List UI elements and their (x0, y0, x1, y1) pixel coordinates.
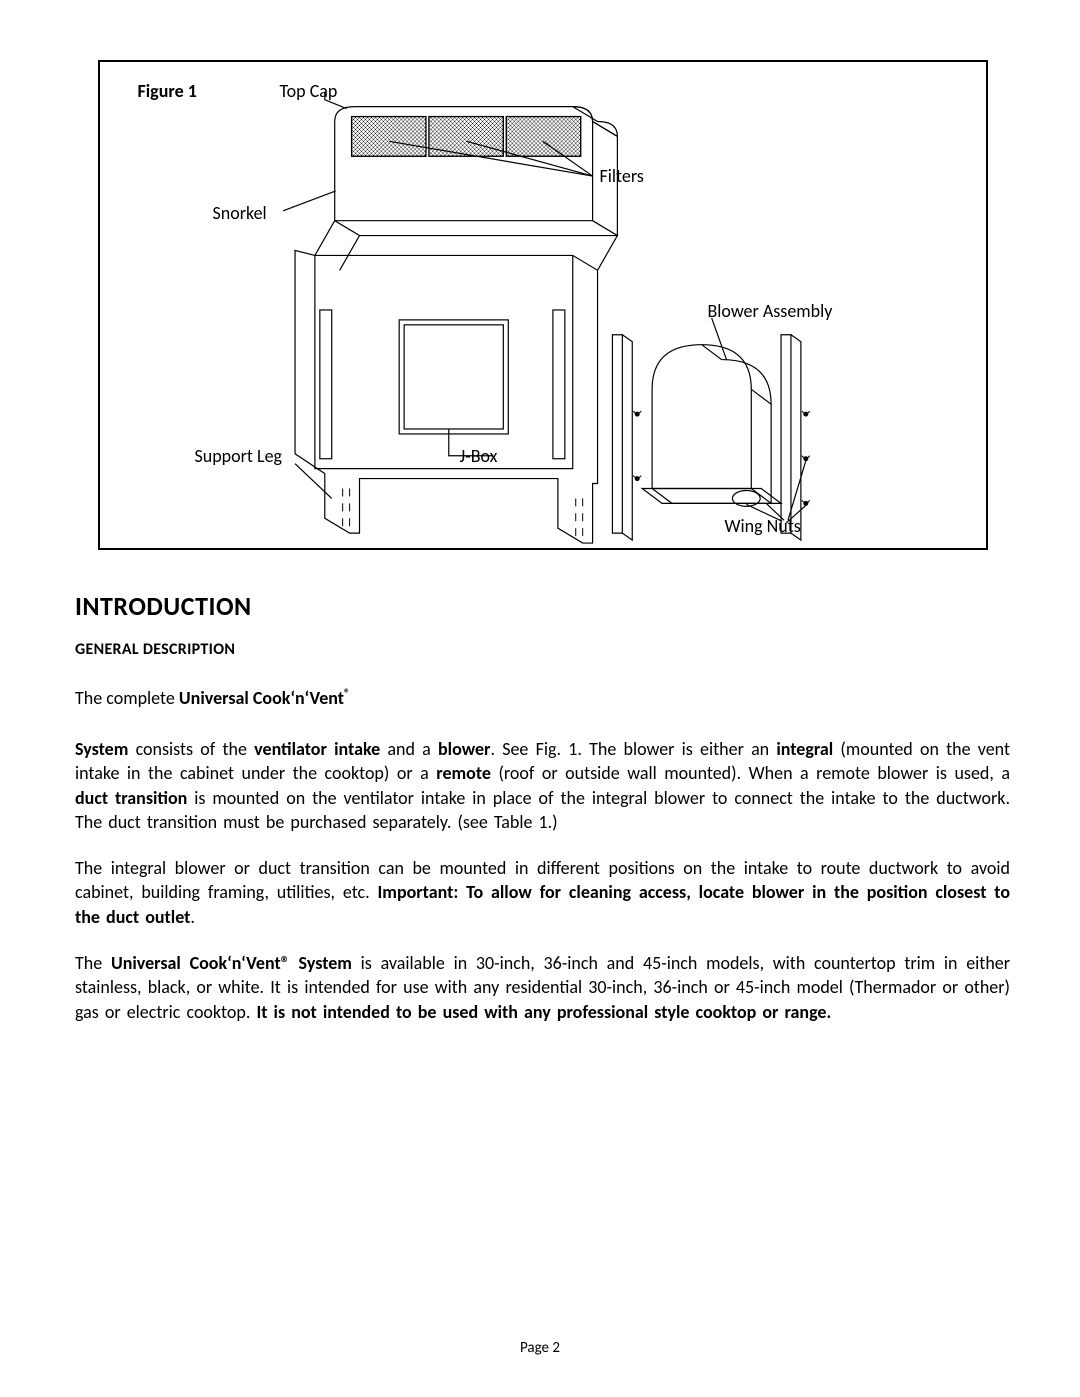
p1-t2: consists of the (128, 738, 254, 760)
p1-t7: integral (776, 738, 833, 760)
p3-t2: Universal Cook‘n‘Vent® System (111, 952, 352, 974)
p1-t10: (roof or outside wall mounted). When a r… (491, 762, 1010, 784)
label-support-leg: Support Leg (195, 445, 283, 467)
page-footer: Page 2 (0, 1339, 1080, 1357)
p1-t11: duct transition (75, 787, 187, 809)
figure-title: Figure 1 (138, 80, 197, 102)
p1-t6: . See Fig. 1. The blower is either an (490, 738, 776, 760)
lead-text: The complete (75, 687, 179, 709)
figure-1-box: Figure 1 Top Cap Filters Snorkel Blower … (98, 60, 988, 550)
p1-t1: System (75, 738, 128, 760)
p2-t3: . (190, 906, 195, 928)
p3-t4: It is not intended to be used with any p… (256, 1001, 831, 1023)
p3-t1: The (75, 952, 111, 974)
p1-t4: and a (380, 738, 438, 760)
lead-reg: ® (344, 687, 350, 701)
paragraph-3: The Universal Cook‘n‘Vent® System is ava… (75, 951, 1010, 1024)
label-filters: Filters (600, 165, 644, 187)
p1-t12: is mounted on the ventilator intake in p… (75, 787, 1010, 833)
label-wing-nuts: Wing Nuts (725, 515, 801, 537)
p1-t3: ventilator intake (254, 738, 380, 760)
p1-t9: remote (436, 762, 491, 784)
label-blower-assembly: Blower Assembly (708, 300, 833, 322)
label-j-box: J-Box (460, 445, 498, 467)
lead-line: The complete Universal Cook‘n‘Vent® (75, 687, 1010, 709)
label-top-cap: Top Cap (280, 80, 338, 102)
lead-bold: Universal Cook‘n‘Vent (179, 687, 344, 709)
figure-diagram (100, 62, 986, 548)
heading-general-description: GENERAL DESCRIPTION (75, 640, 1010, 659)
label-snorkel: Snorkel (213, 202, 267, 224)
paragraph-1: System consists of the ventilator intake… (75, 737, 1010, 834)
p1-t5: blower (438, 738, 490, 760)
page-number: Page 2 (520, 1339, 560, 1357)
heading-introduction: INTRODUCTION (75, 590, 1010, 622)
page: Figure 1 Top Cap Filters Snorkel Blower … (0, 0, 1080, 1397)
paragraph-2: The integral blower or duct transition c… (75, 856, 1010, 929)
